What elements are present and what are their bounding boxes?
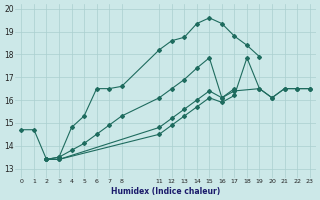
X-axis label: Humidex (Indice chaleur): Humidex (Indice chaleur) bbox=[111, 187, 220, 196]
